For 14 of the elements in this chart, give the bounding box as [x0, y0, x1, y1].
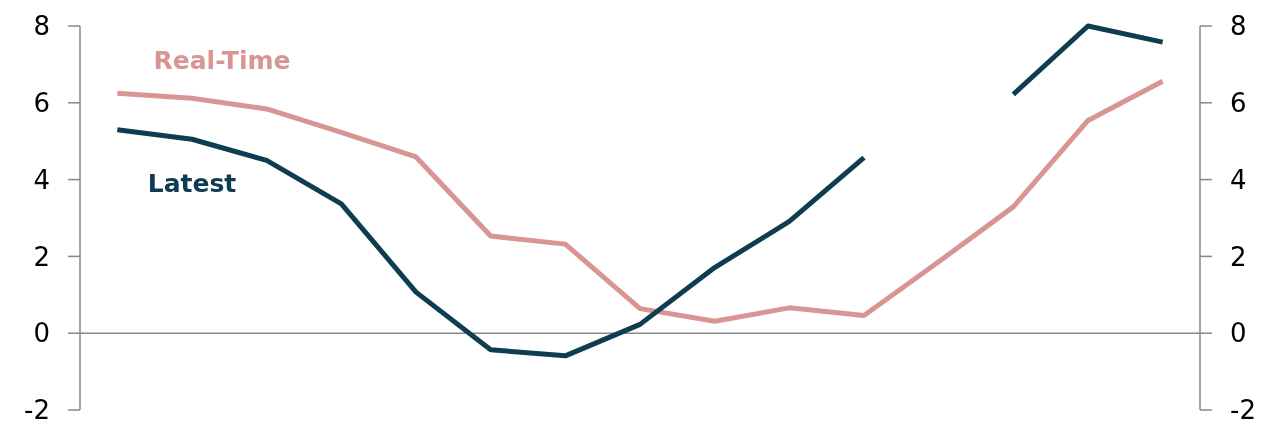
y2-tick-label: 4 — [1230, 164, 1247, 195]
y-tick-label: 2 — [33, 241, 50, 272]
y-tick-label: 8 — [33, 11, 50, 42]
y2-tick-label: -2 — [1230, 395, 1256, 426]
series-label: Latest — [147, 168, 237, 198]
y-tick-label: 6 — [33, 87, 50, 118]
y2-tick-label: 0 — [1230, 318, 1247, 349]
y2-tick-label: 2 — [1230, 241, 1247, 272]
y-tick-label: -2 — [24, 395, 50, 426]
y-tick-label: 4 — [33, 164, 50, 195]
y-tick-label: 0 — [33, 318, 50, 349]
y2-tick-label: 8 — [1230, 11, 1247, 42]
y2-tick-label: 6 — [1230, 87, 1247, 118]
series-label: Real-Time — [153, 46, 291, 76]
